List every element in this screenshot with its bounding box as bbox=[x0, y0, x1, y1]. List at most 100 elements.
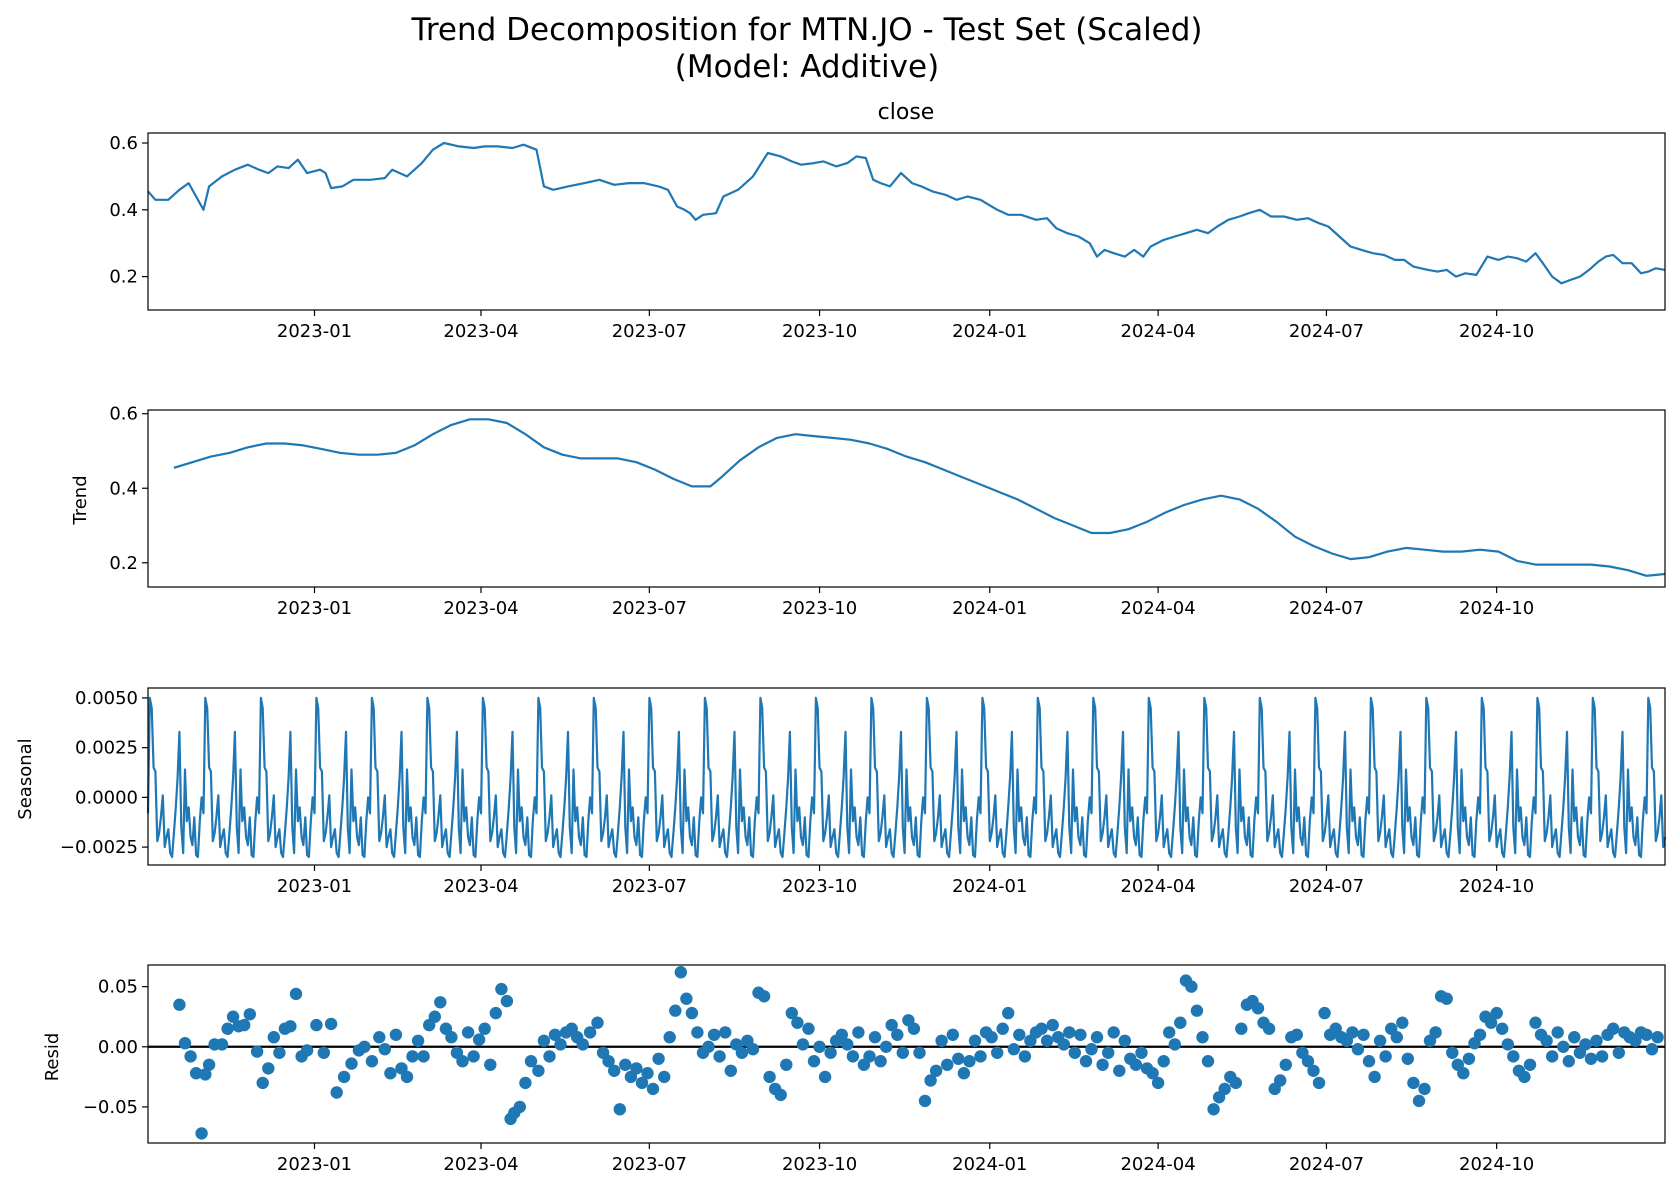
resid-point bbox=[1040, 1034, 1054, 1048]
resid-point bbox=[1568, 1031, 1581, 1044]
resid-point bbox=[802, 1022, 815, 1035]
resid-point bbox=[818, 1070, 832, 1084]
resid-point bbox=[337, 1070, 351, 1084]
resid-point bbox=[300, 1044, 314, 1057]
resid-point bbox=[835, 1028, 848, 1042]
resid-point bbox=[1035, 1022, 1048, 1035]
trend-xtick-label: 2023-01 bbox=[277, 598, 352, 619]
resid-point bbox=[1473, 1028, 1487, 1042]
figure-title-line2: (Model: Additive) bbox=[675, 49, 939, 85]
seasonal-series-line bbox=[146, 696, 1667, 859]
resid-point bbox=[1540, 1034, 1553, 1048]
trend-xtick-label: 2024-07 bbox=[1289, 598, 1364, 619]
resid-point bbox=[1446, 1046, 1459, 1060]
resid-point bbox=[543, 1050, 556, 1063]
resid-point bbox=[935, 1034, 948, 1048]
resid-point bbox=[365, 1055, 379, 1068]
resid-point bbox=[813, 1040, 826, 1054]
resid-point bbox=[1018, 1050, 1032, 1063]
close-xtick-label: 2023-01 bbox=[277, 321, 352, 342]
seasonal-xtick-label: 2023-04 bbox=[443, 876, 518, 897]
trend-panel: Trend 0.2 0.4 0.6 2023-01 2023-04 2023-07 2023… bbox=[70, 404, 1666, 619]
resid-point bbox=[1351, 1043, 1365, 1056]
resid-point bbox=[178, 1037, 192, 1050]
resid-point bbox=[1484, 1016, 1498, 1029]
seasonal-ytick-label: 0.0025 bbox=[75, 738, 138, 759]
resid-point bbox=[445, 1031, 458, 1044]
resid-point bbox=[324, 1017, 338, 1031]
close-xtick-label: 2024-07 bbox=[1289, 321, 1364, 342]
resid-point bbox=[1063, 1026, 1076, 1039]
trend-xtick-label: 2024-10 bbox=[1459, 598, 1534, 619]
resid-point bbox=[1562, 1055, 1576, 1068]
resid-point bbox=[289, 987, 303, 1001]
resid-point bbox=[1651, 1031, 1664, 1044]
resid-point bbox=[189, 1067, 203, 1080]
resid-point bbox=[1551, 1026, 1564, 1039]
close-ytick-label: 0.4 bbox=[109, 200, 138, 221]
resid-point bbox=[226, 1010, 240, 1023]
resid-point bbox=[173, 998, 186, 1011]
resid-point bbox=[250, 1045, 264, 1058]
resid-point bbox=[852, 1026, 865, 1039]
close-xtick-label: 2023-04 bbox=[443, 321, 518, 342]
resid-point bbox=[1218, 1082, 1231, 1096]
resid-point bbox=[891, 1028, 904, 1042]
resid-point bbox=[868, 1031, 882, 1044]
resid-point bbox=[1640, 1028, 1653, 1042]
resid-point bbox=[996, 1022, 1009, 1035]
resid-point bbox=[358, 1040, 371, 1054]
resid-point bbox=[310, 1018, 323, 1032]
resid-point bbox=[691, 1026, 704, 1039]
close-axes-frame bbox=[147, 132, 1666, 311]
resid-point bbox=[500, 994, 514, 1008]
resid-point bbox=[1418, 1082, 1431, 1096]
resid-point bbox=[807, 1055, 821, 1068]
close-xtick-label: 2023-10 bbox=[782, 321, 857, 342]
trend-series-line bbox=[173, 418, 1666, 577]
resid-point bbox=[791, 1016, 804, 1029]
close-panel-title: close bbox=[878, 100, 935, 125]
resid-xtick-label: 2024-04 bbox=[1120, 1154, 1195, 1175]
resid-point bbox=[1457, 1067, 1470, 1080]
close-xtick-label: 2024-04 bbox=[1120, 321, 1195, 342]
resid-point bbox=[646, 1082, 660, 1096]
resid-point bbox=[1007, 1043, 1020, 1056]
resid-point bbox=[952, 1052, 965, 1066]
resid-point bbox=[1190, 1004, 1204, 1017]
resid-point bbox=[537, 1034, 551, 1048]
resid-point bbox=[202, 1058, 216, 1072]
resid-point bbox=[974, 1050, 987, 1063]
resid-point bbox=[780, 1058, 793, 1072]
resid-xtick-label: 2023-01 bbox=[277, 1154, 352, 1175]
resid-point bbox=[221, 1022, 234, 1035]
resid-axes-frame bbox=[147, 964, 1666, 1144]
resid-point bbox=[1057, 1038, 1071, 1051]
resid-point bbox=[591, 1016, 604, 1029]
resid-point bbox=[1379, 1050, 1392, 1063]
resid-point bbox=[428, 1010, 441, 1023]
resid-point bbox=[256, 1076, 269, 1090]
resid-point bbox=[824, 1046, 837, 1060]
resid-point bbox=[1462, 1052, 1476, 1066]
resid-point bbox=[602, 1055, 615, 1068]
resid-point bbox=[1429, 1026, 1442, 1039]
resid-point bbox=[785, 1006, 798, 1020]
resid-point bbox=[583, 1026, 597, 1039]
resid-point bbox=[484, 1058, 497, 1072]
close-ytick-label: 0.2 bbox=[109, 267, 138, 288]
resid-point bbox=[1185, 980, 1198, 993]
resid-point bbox=[630, 1062, 643, 1075]
resid-point bbox=[1584, 1052, 1598, 1066]
resid-point bbox=[1362, 1055, 1376, 1068]
resid-point bbox=[411, 1034, 425, 1048]
resid-point bbox=[613, 1103, 626, 1116]
resid-point bbox=[685, 1006, 699, 1020]
resid-point bbox=[284, 1020, 297, 1033]
resid-point bbox=[1196, 1031, 1209, 1044]
resid-point bbox=[238, 1018, 251, 1032]
resid-xtick-label: 2024-07 bbox=[1289, 1154, 1364, 1175]
resid-point bbox=[658, 1070, 671, 1084]
resid-point bbox=[1523, 1058, 1537, 1072]
trend-ytick-label: 0.6 bbox=[109, 404, 138, 425]
